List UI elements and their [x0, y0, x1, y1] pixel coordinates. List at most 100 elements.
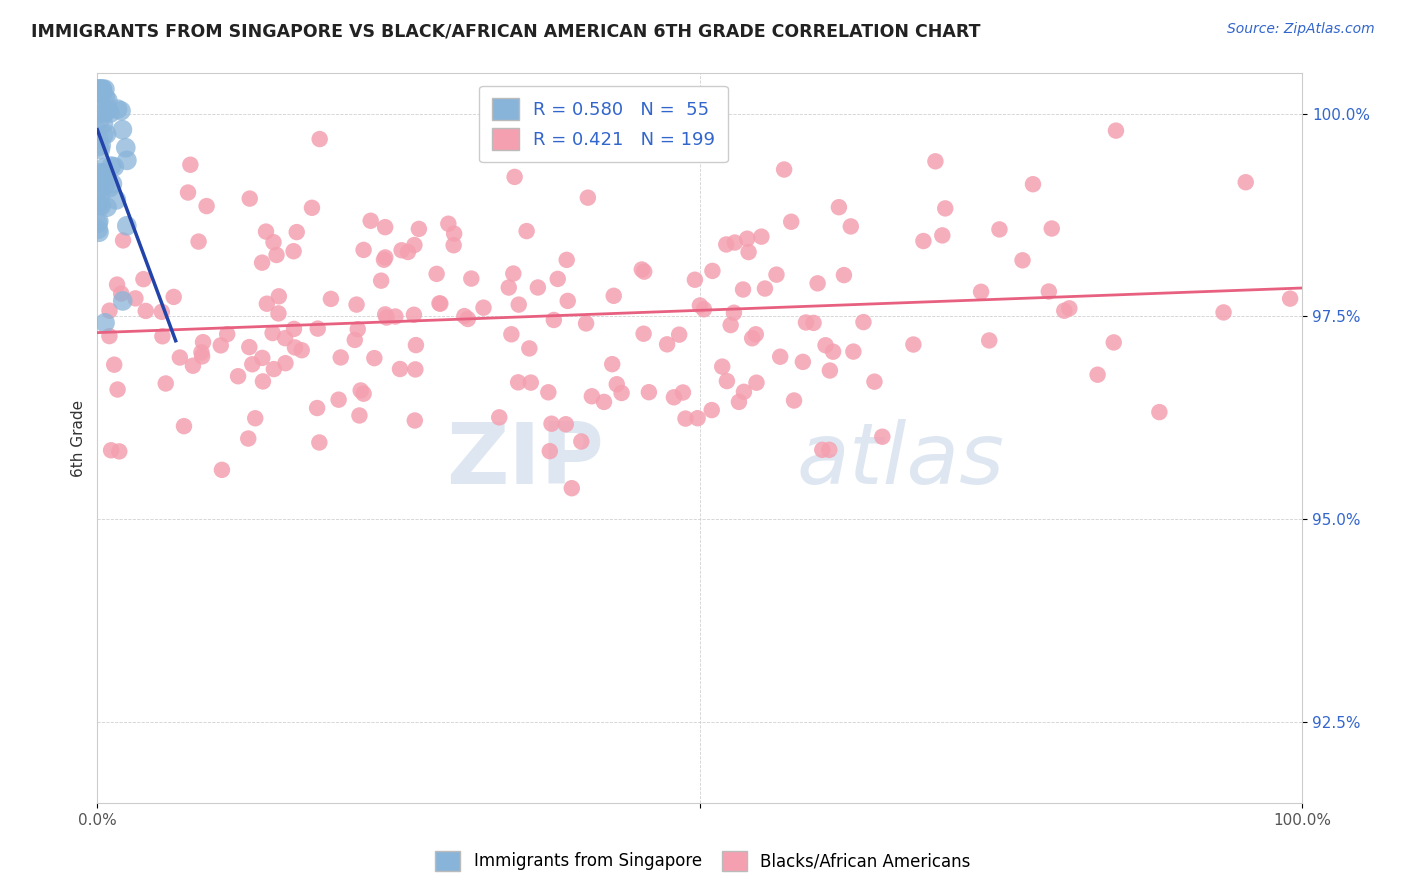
Point	[111, 122, 134, 136]
Point	[105, 277, 128, 292]
Point	[89, 112, 111, 127]
Point	[924, 154, 946, 169]
Point	[240, 357, 263, 371]
Y-axis label: 6th Grade: 6th Grade	[72, 400, 86, 476]
Point	[508, 297, 530, 311]
Point	[457, 312, 479, 326]
Point	[575, 317, 598, 331]
Point	[823, 344, 845, 359]
Point	[373, 252, 395, 267]
Point	[700, 403, 723, 417]
Point	[547, 272, 569, 286]
Point	[152, 329, 174, 343]
Point	[388, 362, 411, 376]
Point	[970, 285, 993, 299]
Point	[94, 178, 117, 193]
Point	[720, 318, 742, 332]
Point	[520, 376, 543, 390]
Point	[89, 166, 111, 180]
Point	[308, 435, 330, 450]
Point	[508, 376, 530, 390]
Point	[765, 268, 787, 282]
Point	[283, 322, 305, 336]
Point	[96, 200, 118, 214]
Point	[931, 228, 953, 243]
Point	[503, 169, 526, 184]
Point	[689, 299, 711, 313]
Point	[733, 384, 755, 399]
Point	[191, 335, 214, 350]
Point	[488, 410, 510, 425]
Point	[181, 359, 204, 373]
Point	[105, 193, 128, 207]
Point	[517, 342, 540, 356]
Point	[638, 385, 661, 400]
Point	[103, 160, 125, 174]
Point	[724, 235, 747, 250]
Point	[404, 413, 426, 427]
Point	[807, 277, 830, 291]
Point	[274, 331, 297, 345]
Point	[662, 390, 685, 404]
Point	[195, 199, 218, 213]
Point	[741, 331, 763, 345]
Point	[803, 316, 825, 330]
Point	[745, 327, 768, 342]
Point	[600, 357, 623, 371]
Point	[239, 192, 262, 206]
Point	[349, 409, 371, 423]
Point	[633, 326, 655, 341]
Point	[285, 225, 308, 239]
Point	[557, 293, 579, 308]
Point	[179, 158, 201, 172]
Point	[1011, 253, 1033, 268]
Point	[443, 227, 465, 241]
Point	[97, 93, 120, 107]
Point	[319, 292, 342, 306]
Point	[111, 293, 134, 308]
Point	[429, 296, 451, 310]
Point	[832, 268, 855, 282]
Point	[307, 321, 329, 335]
Point	[209, 338, 232, 352]
Point	[190, 345, 212, 359]
Point	[1212, 305, 1234, 319]
Point	[554, 417, 576, 432]
Text: ZIP: ZIP	[446, 418, 603, 501]
Point	[101, 177, 124, 191]
Point	[1087, 368, 1109, 382]
Point	[437, 217, 460, 231]
Point	[1102, 335, 1125, 350]
Point	[94, 82, 117, 96]
Point	[495, 146, 517, 161]
Point	[89, 189, 111, 203]
Point	[238, 432, 260, 446]
Point	[555, 252, 578, 267]
Point	[211, 463, 233, 477]
Point	[98, 329, 121, 343]
Point	[396, 245, 419, 260]
Point	[100, 159, 122, 173]
Point	[86, 91, 108, 105]
Point	[655, 337, 678, 351]
Point	[346, 297, 368, 311]
Text: atlas: atlas	[796, 418, 1004, 501]
Point	[93, 166, 115, 180]
Point	[254, 225, 277, 239]
Point	[472, 301, 495, 315]
Point	[114, 141, 136, 155]
Point	[828, 200, 851, 214]
Point	[98, 106, 121, 120]
Point	[150, 305, 173, 319]
Point	[93, 128, 115, 142]
Point	[516, 224, 538, 238]
Point	[630, 262, 652, 277]
Point	[97, 103, 120, 117]
Point	[863, 375, 886, 389]
Point	[818, 442, 841, 457]
Legend: Immigrants from Singapore, Blacks/African Americans: Immigrants from Singapore, Blacks/Africa…	[427, 842, 979, 880]
Point	[527, 280, 550, 294]
Point	[94, 316, 117, 330]
Point	[402, 308, 425, 322]
Point	[87, 184, 110, 198]
